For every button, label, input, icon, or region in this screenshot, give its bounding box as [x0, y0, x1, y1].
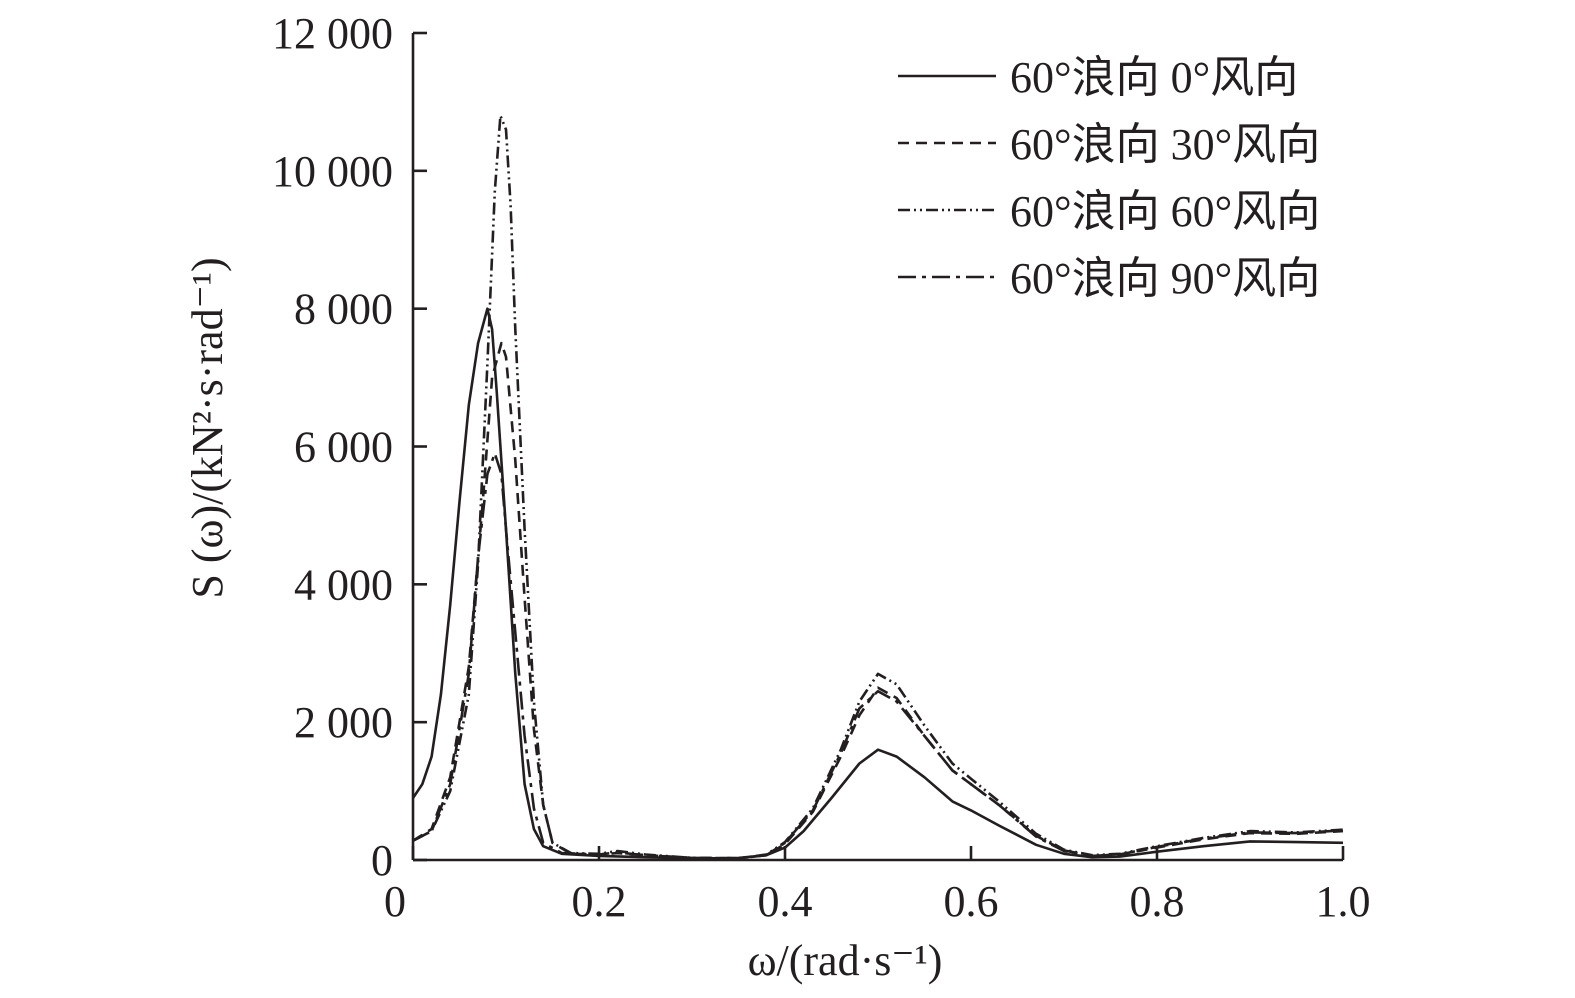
- y-tick-label: 10 000: [272, 147, 393, 196]
- x-tick-label: 0.4: [758, 877, 813, 926]
- y-tick-label: 6 000: [294, 423, 393, 472]
- y-tick-label: 2 000: [294, 698, 393, 747]
- y-axis-title: S (ω)/(kN²·s·rad⁻¹): [183, 257, 232, 598]
- x-axis-title: ω/(rad·s⁻¹): [748, 936, 943, 985]
- legend-label-4: 60°浪向 90°风向: [1010, 254, 1320, 303]
- x-axis-ticks: 0 0.2 0.4 0.6 0.8 1.0: [384, 846, 1371, 926]
- y-tick-label: 4 000: [294, 560, 393, 609]
- y-axis-ticks: 0 2 000 4 000 6 000 8 000 10 000 12 000: [272, 9, 427, 885]
- legend: 60°浪向 0°风向 60°浪向 30°风向 60°浪向 60°风向 60°浪向 90…: [898, 53, 1320, 303]
- legend-label-3: 60°浪向 60°风向: [1010, 187, 1320, 236]
- legend-label-2: 60°浪向 30°风向: [1010, 120, 1320, 169]
- series-line-1: [411, 307, 1344, 860]
- y-tick-label: 12 000: [272, 9, 393, 58]
- x-tick-label: 0: [384, 877, 406, 926]
- x-tick-label: 0.8: [1130, 877, 1185, 926]
- y-tick-label: 0: [371, 836, 393, 885]
- series-group: [411, 114, 1344, 860]
- x-tick-label: 0.2: [572, 877, 627, 926]
- y-tick-label: 8 000: [294, 285, 393, 334]
- series-line-2: [412, 341, 1344, 860]
- legend-label-1: 60°浪向 0°风向: [1010, 53, 1298, 102]
- x-tick-label: 1.0: [1316, 877, 1371, 926]
- series-line-4: [412, 452, 1344, 860]
- x-tick-label: 0.6: [944, 877, 999, 926]
